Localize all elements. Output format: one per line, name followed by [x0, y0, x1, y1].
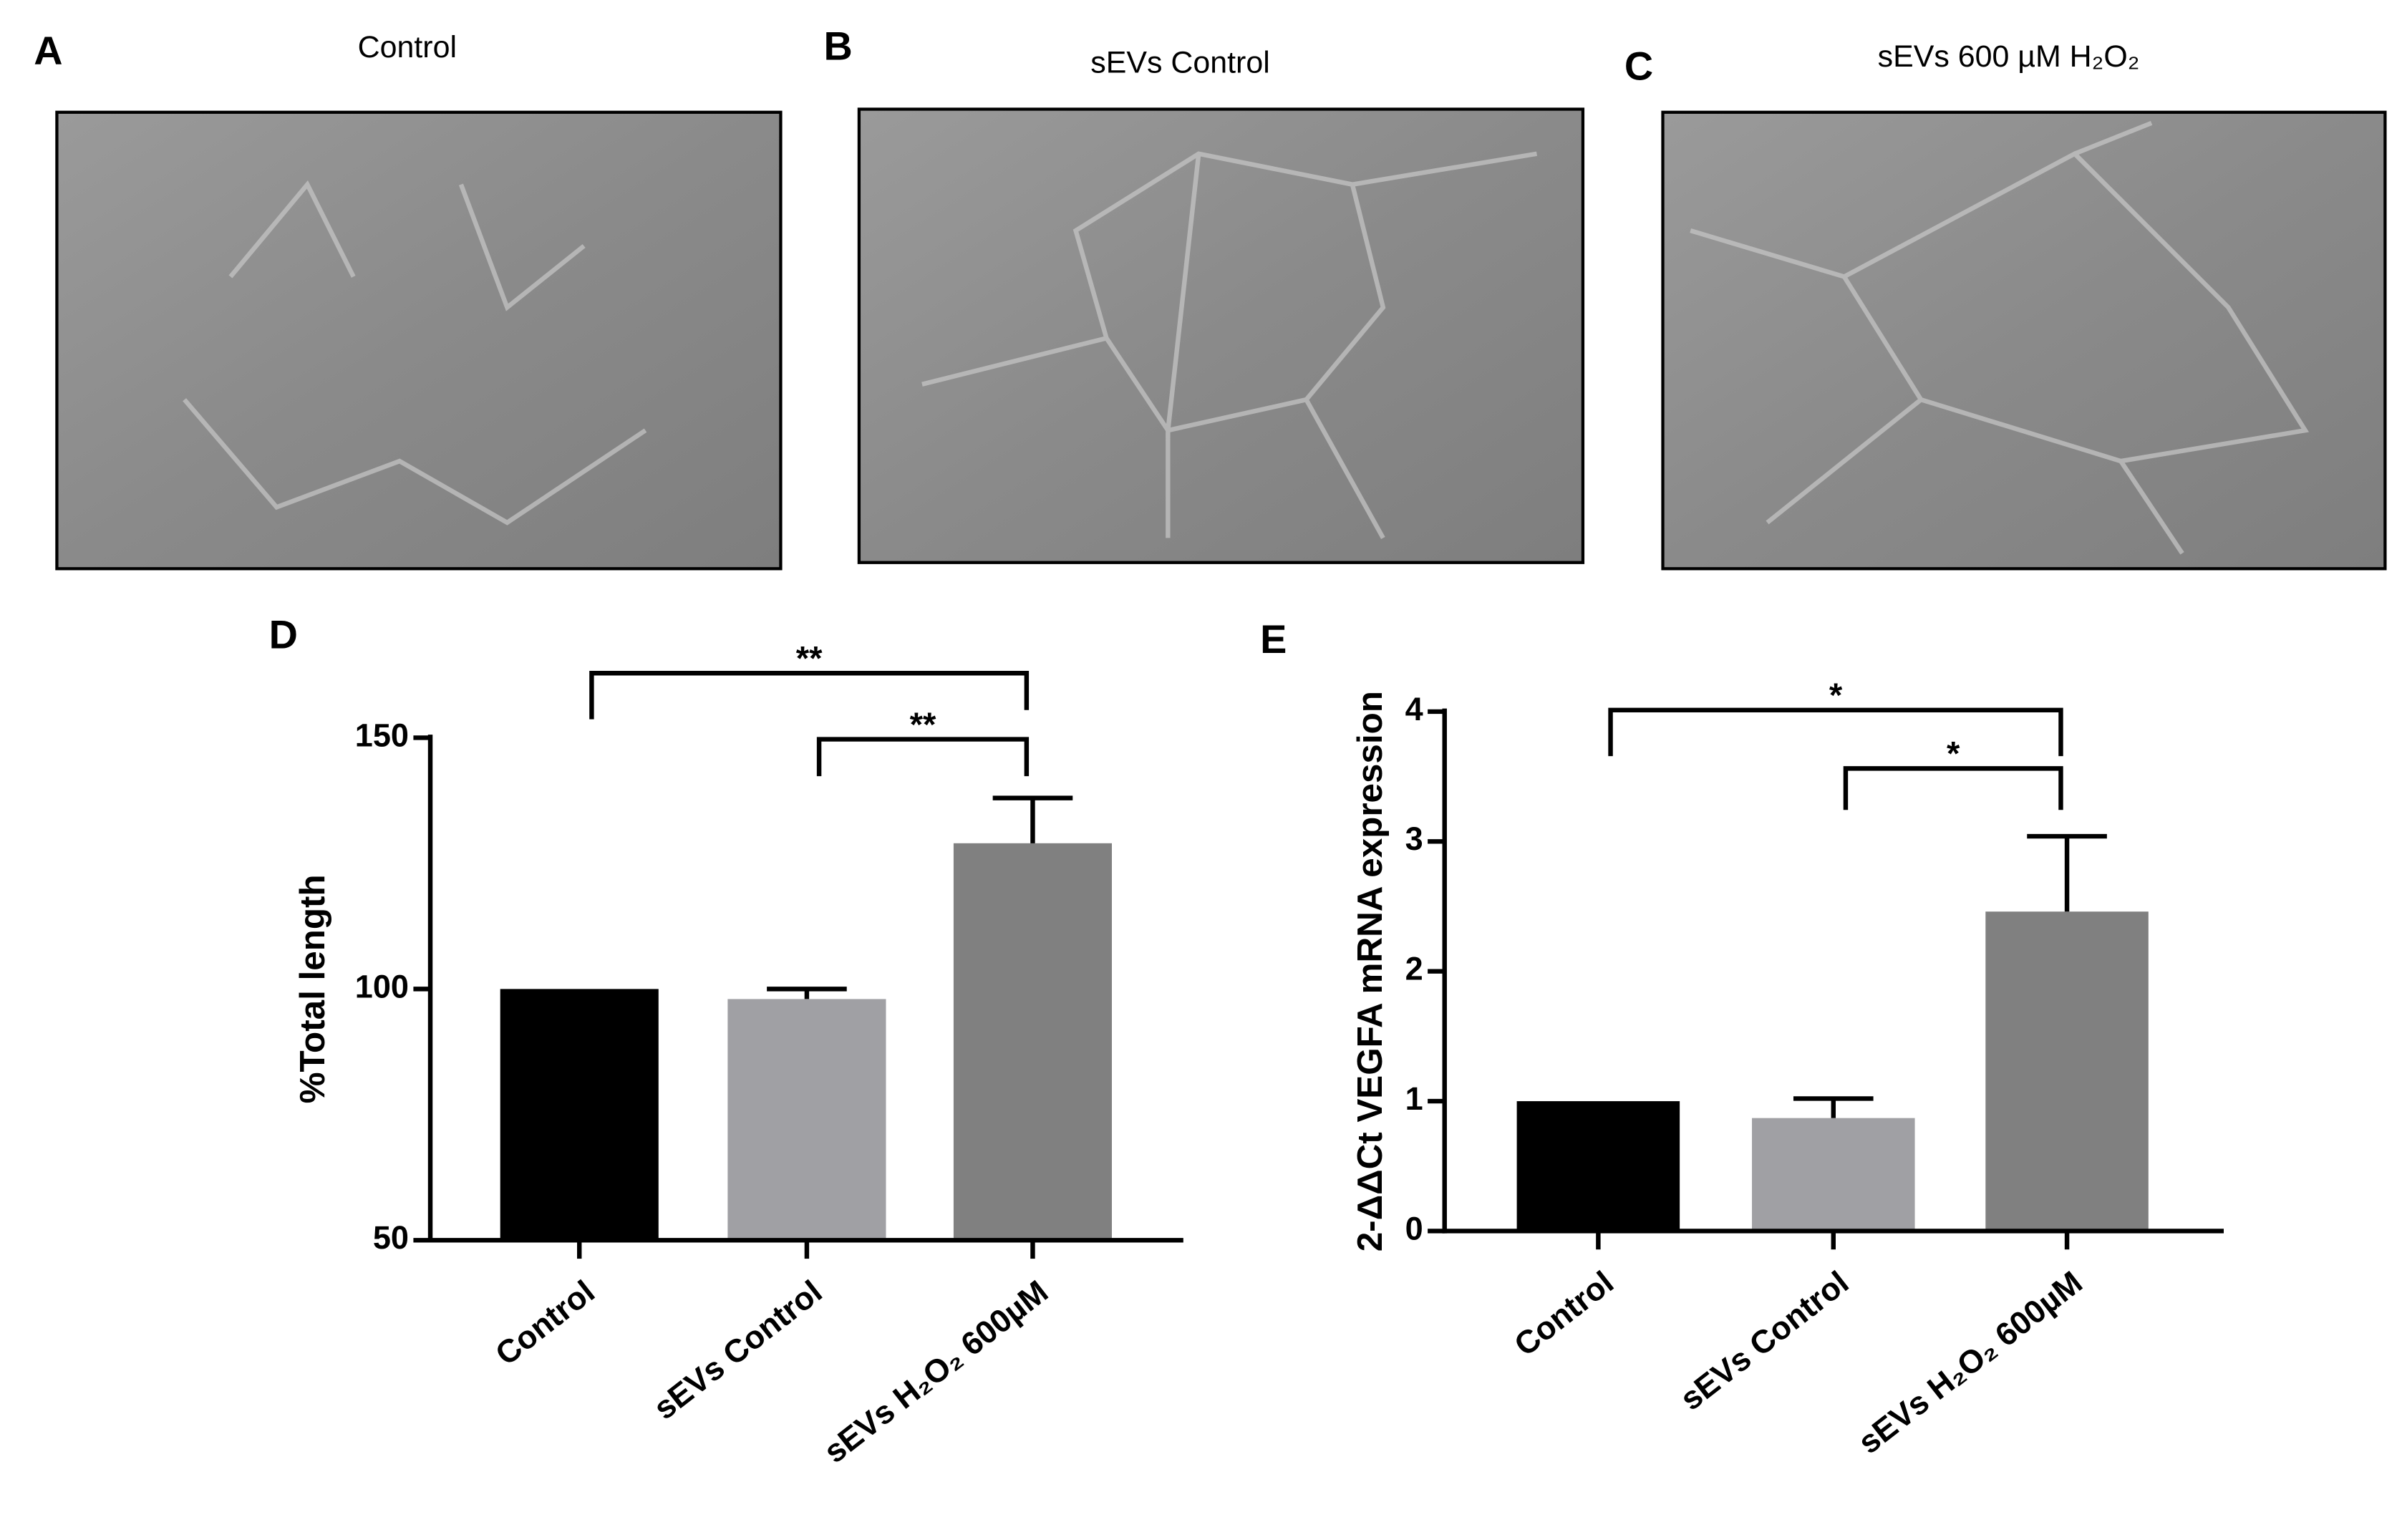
y-tick-label: 0	[1405, 1210, 1423, 1246]
cell-network	[921, 151, 1538, 539]
panel-b: B sEVs Control	[824, 24, 1585, 564]
x-tick-label: sEVs Control	[1673, 1264, 1855, 1417]
y-tick-label: 50	[373, 1219, 409, 1256]
significance-label: *	[1829, 677, 1843, 715]
x-tick-label: Control	[488, 1273, 601, 1372]
x-tick-label: sEVs Control	[646, 1273, 828, 1426]
panel-letter: E	[1260, 616, 1287, 662]
error-bar	[992, 795, 1073, 843]
panel-c: C sEVs 600 µM H₂O₂	[1624, 39, 2387, 571]
x-tick-label: sEVs H₂O₂ 600µM	[817, 1273, 1055, 1470]
panel-title: sEVs Control	[1090, 46, 1269, 80]
y-tick-label: 4	[1405, 691, 1423, 727]
significance-bracket	[1608, 707, 2063, 757]
micrograph	[1661, 110, 2387, 571]
y-tick-label: 1	[1405, 1080, 1423, 1117]
y-tick-label: 2	[1405, 951, 1423, 987]
bar	[727, 999, 886, 1241]
panel-a: A Control	[34, 28, 783, 571]
bar	[1516, 1101, 1680, 1231]
x-tick-label: Control	[1507, 1264, 1620, 1363]
panel-letter: D	[269, 612, 298, 657]
cell-network	[183, 180, 647, 526]
bar	[953, 843, 1113, 1241]
error-bar	[1793, 1096, 1874, 1118]
panel-letter: B	[824, 24, 853, 69]
y-axis-label: 2-ΔΔCt VEGFA mRNA expression	[1350, 691, 1390, 1251]
bar	[1752, 1118, 1915, 1231]
significance-label: *	[1947, 735, 1960, 773]
significance-bracket	[589, 671, 1030, 720]
bar-chart: E 2-ΔΔCt VEGFA mRNA expression Control sEVs…	[1260, 616, 2224, 1461]
x-tick-label: sEVs H₂O₂ 600µM	[1851, 1264, 2089, 1461]
micrograph	[857, 107, 1585, 564]
cell-network	[1690, 120, 2310, 555]
panel-letter: C	[1624, 43, 1653, 88]
error-bar	[2027, 833, 2107, 912]
significance-bracket	[816, 737, 1030, 777]
bar	[1985, 911, 2149, 1231]
error-bar	[767, 987, 847, 999]
panel-title: sEVs 600 µM H₂O₂	[1878, 39, 2140, 74]
significance-label: **	[796, 640, 823, 678]
y-tick-label: 3	[1405, 820, 1423, 857]
significance-label: **	[910, 706, 936, 744]
y-tick-label: 150	[355, 717, 409, 753]
bar	[500, 989, 659, 1241]
micrograph	[55, 110, 783, 571]
y-tick-label: 100	[355, 968, 409, 1004]
panel-title: Control	[358, 30, 457, 64]
y-axis-label: %Total length	[293, 874, 332, 1103]
significance-bracket	[1843, 766, 2063, 810]
panel-letter: A	[34, 28, 62, 73]
